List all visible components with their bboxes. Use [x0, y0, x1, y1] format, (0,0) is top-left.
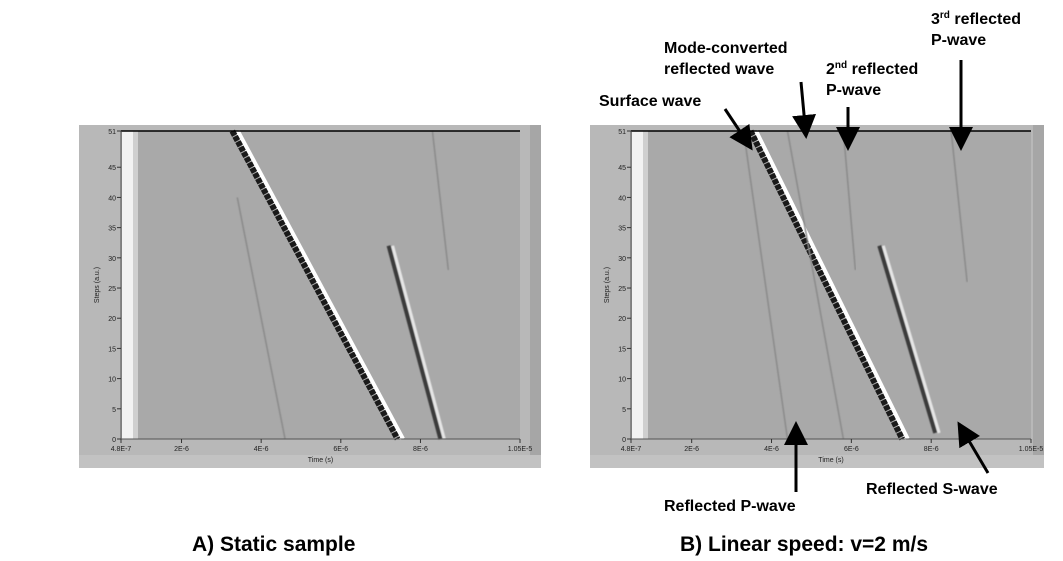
panel-a-y-tick-label: 20 [108, 316, 116, 323]
panel-b-left-band [632, 131, 643, 439]
panel-a-reflected-echo-light [391, 245, 446, 440]
panel-a-y-tick-label: 45 [108, 165, 116, 172]
panel-b-x-axis-label: Time (s) [818, 457, 843, 464]
panel-a-x-tick-label: 4.8E-7 [111, 446, 132, 453]
annotation-mode-converted: Mode-converted reflected wave [664, 38, 788, 80]
panel-a: 0 5 10 15 20 25 30 35 40 45 51 4.8E-7 2E-6 4E-6 6E-6 8E… [79, 125, 541, 468]
annotation-third-line1: reflected [949, 11, 1022, 28]
panel-b-reflected-p-wave [742, 130, 789, 440]
panel-a-y-tick-label: 15 [108, 346, 116, 353]
annotation-reflected-p-text: Reflected P-wave [664, 498, 796, 515]
panel-b: 0 5 10 15 20 25 30 35 40 45 51 4.8E-7 2E-6 4E-6 6E-6 8E… [590, 125, 1044, 468]
arrow-mode-converted [792, 81, 817, 139]
annotation-third-suffix: rd [939, 10, 950, 21]
panel-b-left-band-shade [643, 131, 648, 439]
panel-b-frame-bottom [590, 455, 1044, 468]
panel-b-mode-converted-wave [786, 130, 845, 440]
annotation-surface-wave: Surface wave [599, 91, 701, 112]
panel-a-y-tick-label: 25 [108, 286, 116, 293]
panel-a-left-band-shade [133, 131, 138, 439]
annotation-third-p-wave: 3rd reflected P-wave [931, 9, 1021, 51]
annotation-reflected-s-wave: Reflected S-wave [866, 479, 998, 500]
annotation-reflected-s-text: Reflected S-wave [866, 481, 998, 498]
panel-b-y-tick-label: 30 [618, 256, 626, 263]
panel-b-reflected-s-wave-dark [877, 245, 938, 434]
panel-b-x-tick-label: 6E-6 [844, 446, 859, 453]
panel-b-y-axis-label: Steps (a.u.) [604, 267, 611, 303]
annotation-mode-converted-line1: Mode-converted [664, 40, 788, 57]
panel-a-y-tick-label: 40 [108, 195, 116, 202]
panel-a-faint-line [236, 197, 286, 440]
panel-a-y-tick-label: 0 [112, 437, 116, 444]
panel-a-frame-right [530, 125, 541, 468]
panel-a-y-tick-label: 5 [112, 407, 116, 414]
panel-b-y-tick-label: 45 [618, 165, 626, 172]
panel-a-y-tick-label: 10 [108, 377, 116, 384]
annotation-reflected-p-wave: Reflected P-wave [664, 496, 796, 517]
panel-b-main-pulse-white [753, 129, 910, 441]
arrow-surface-wave [723, 108, 753, 151]
panel-a-x-axis-label: Time (s) [308, 457, 333, 464]
panel-a-left-band [122, 131, 133, 439]
panel-b-second-p-wave [842, 130, 857, 270]
panel-a-main-pulse-dark [229, 129, 401, 441]
panel-a-x-tick-label: 2E-6 [174, 446, 189, 453]
panel-b-y-tick-label: 35 [618, 226, 626, 233]
annotation-surface-wave-text: Surface wave [599, 93, 702, 110]
panel-a-main-pulse-white [235, 129, 405, 441]
panel-a-frame-bottom [79, 455, 541, 468]
panel-b-y-tick-label: 20 [618, 316, 626, 323]
panel-a-x-tick-label: 6E-6 [333, 446, 348, 453]
panel-a-reflected-echo-dark [386, 245, 443, 440]
panel-b-y-tick-label: 51 [618, 129, 626, 136]
panel-a-x-tick-label: 8E-6 [413, 446, 428, 453]
panel-b-x-tick-label: 4E-6 [764, 446, 779, 453]
caption-panel-b: B) Linear speed: v=2 m/s [680, 533, 929, 556]
annotation-second-suffix: nd [834, 60, 848, 71]
panel-b-y-tick-label: 5 [622, 407, 626, 414]
arrow-reflected-s-wave [957, 421, 990, 474]
annotation-second-ordinal: 2 [826, 61, 835, 78]
panel-a-y-tick-label: 51 [108, 129, 116, 136]
panel-a-y-tick-label: 30 [108, 256, 116, 263]
panel-b-y-tick-label: 40 [618, 195, 626, 202]
panel-b-main-pulse-dark [747, 129, 905, 441]
annotation-third-line2: P-wave [931, 32, 987, 49]
panel-a-x-tick-label: 1.05E-5 [508, 446, 533, 453]
panel-b-y-tick-label: 10 [618, 377, 626, 384]
caption-panel-a: A) Static sample [192, 533, 356, 556]
panel-b-y-tick-label: 0 [622, 437, 626, 444]
panel-a-x-tick-label: 4E-6 [254, 446, 269, 453]
panel-b-x-tick-label: 4.8E-7 [621, 446, 642, 453]
panel-b-y-tick-label: 15 [618, 346, 626, 353]
annotation-second-line2: P-wave [826, 82, 882, 99]
annotation-second-p-wave: 2nd reflected P-wave [826, 59, 918, 101]
panel-b-reflected-s-wave-light [881, 245, 941, 434]
annotation-third-ordinal: 3 [931, 11, 940, 28]
annotation-second-line1: reflected [847, 61, 919, 78]
panel-b-y-tick-label: 25 [618, 286, 626, 293]
panel-b-third-p-wave [950, 130, 968, 283]
panel-a-y-axis-label: Steps (a.u.) [94, 267, 101, 303]
panel-b-x-tick-label: 8E-6 [924, 446, 939, 453]
panel-b-frame-right [1033, 125, 1044, 468]
panel-b-x-tick-label: 1.05E-5 [1019, 446, 1044, 453]
panel-a-y-tick-label: 35 [108, 226, 116, 233]
annotation-mode-converted-line2: reflected wave [664, 61, 775, 78]
panel-b-x-tick-label: 2E-6 [684, 446, 699, 453]
panel-a-faint-line-2 [431, 130, 450, 270]
